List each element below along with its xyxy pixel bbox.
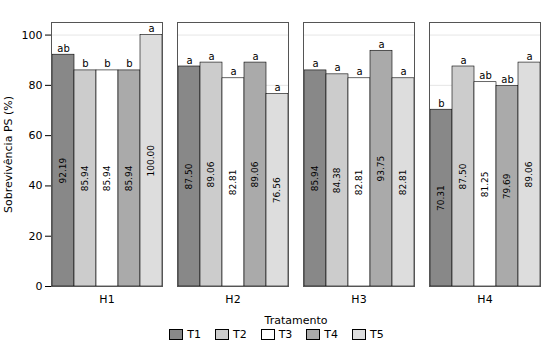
svg-text:b: b [82, 58, 88, 69]
html-text:T5: T5 [370, 328, 384, 341]
svg-text:89.06: 89.06 [524, 161, 534, 187]
svg-text:a: a [378, 39, 384, 50]
svg-text:b: b [126, 58, 132, 69]
svg-text:a: a [312, 58, 318, 69]
svg-text:82.81: 82.81 [354, 170, 364, 196]
svg-text:87.50: 87.50 [458, 163, 468, 189]
svg-text:0: 0 [36, 280, 43, 293]
svg-text:82.81: 82.81 [228, 170, 238, 196]
svg-text:a: a [252, 51, 258, 62]
svg-text:20: 20 [29, 230, 43, 243]
svg-text:60: 60 [29, 129, 43, 142]
html-text:T2: T2 [232, 328, 247, 341]
svg-text:82.81: 82.81 [398, 170, 408, 196]
svg-text:Sobrevivência PS (%): Sobrevivência PS (%) [2, 96, 15, 213]
svg-text:a: a [460, 55, 466, 66]
svg-text:100.00: 100.00 [146, 145, 156, 177]
svg-text:100: 100 [22, 29, 43, 42]
svg-text:84.38: 84.38 [332, 167, 342, 193]
svg-text:Tratamento: Tratamento [264, 314, 328, 327]
svg-text:H3: H3 [351, 293, 366, 306]
svg-text:87.50: 87.50 [184, 163, 194, 189]
svg-text:85.94: 85.94 [102, 165, 112, 191]
svg-text:79.69: 79.69 [502, 173, 512, 199]
svg-text:ab: ab [501, 74, 513, 85]
svg-text:85.94: 85.94 [124, 165, 134, 191]
svg-text:80: 80 [29, 79, 43, 92]
svg-text:85.94: 85.94 [80, 165, 90, 191]
svg-text:a: a [334, 62, 340, 73]
svg-text:70.31: 70.31 [436, 185, 446, 211]
svg-text:81.25: 81.25 [480, 171, 490, 197]
svg-text:H1: H1 [99, 293, 114, 306]
svg-text:ab: ab [479, 70, 491, 81]
svg-text:a: a [274, 82, 280, 93]
html-text:T3: T3 [278, 328, 293, 341]
svg-text:H4: H4 [477, 293, 492, 306]
svg-text:85.94: 85.94 [310, 165, 320, 191]
html-text:T4: T4 [324, 328, 339, 341]
svg-text:a: a [400, 66, 406, 77]
svg-text:b: b [438, 98, 444, 109]
svg-text:76.56: 76.56 [272, 177, 282, 203]
svg-text:a: a [526, 51, 532, 62]
svg-text:89.06: 89.06 [206, 161, 216, 187]
svg-text:89.06: 89.06 [250, 161, 260, 187]
svg-text:b: b [104, 58, 110, 69]
svg-text:a: a [148, 23, 154, 34]
svg-text:ab: ab [57, 43, 69, 54]
svg-text:H2: H2 [225, 293, 240, 306]
svg-text:a: a [230, 66, 236, 77]
svg-text:a: a [356, 66, 362, 77]
svg-text:92.19: 92.19 [58, 157, 68, 183]
html-text:T1: T1 [187, 328, 201, 341]
svg-text:a: a [186, 55, 192, 66]
svg-text:93.75: 93.75 [376, 156, 386, 182]
svg-text:a: a [208, 51, 214, 62]
svg-text:40: 40 [29, 179, 43, 192]
